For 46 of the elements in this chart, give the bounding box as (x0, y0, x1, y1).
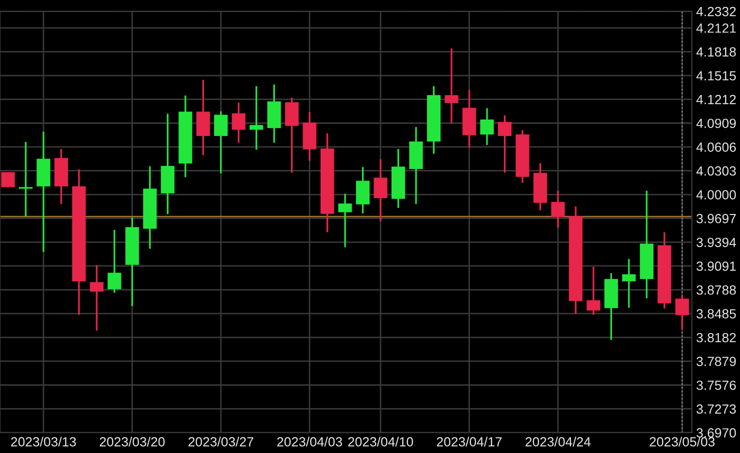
candlestick (586, 266, 600, 316)
candlestick (108, 229, 122, 294)
candlestick (232, 102, 246, 144)
y-tick-label: 3.7273 (696, 404, 736, 414)
y-tick-label: 3.9091 (696, 262, 736, 271)
y-tick-label: 4.1515 (696, 71, 736, 80)
x-tick-label: 2023/03/13 (11, 436, 76, 446)
candlestick (250, 85, 264, 151)
y-tick-label: 4.0000 (696, 190, 736, 200)
y-tick-label: 3.9394 (696, 238, 736, 248)
x-tick-label: 2023/04/24 (526, 436, 591, 446)
y-tick-label: 3.6970 (696, 428, 736, 438)
candlestick (90, 264, 104, 332)
candlestick (214, 110, 228, 174)
candlestick (480, 107, 494, 146)
x-tick-label: 2023/04/03 (277, 436, 342, 446)
candlestick (374, 158, 388, 222)
candlestick (622, 258, 636, 309)
x-tick-label: 2023/03/20 (100, 436, 165, 446)
candlestick (285, 97, 299, 174)
y-tick-label: 3.7576 (696, 380, 736, 390)
candlestick (196, 79, 210, 156)
y-tick-label: 3.8788 (696, 285, 736, 295)
y-tick-label: 4.1212 (696, 94, 736, 104)
candlestick (444, 48, 458, 124)
x-tick-label: 2023/05/03 (650, 436, 715, 446)
y-tick-label: 4.0303 (696, 166, 736, 176)
x-tick-label: 2023/03/27 (188, 436, 254, 446)
y-tick-label: 4.0606 (696, 142, 736, 152)
candlestick (498, 114, 512, 174)
x-tick-label: 2023/04/17 (436, 436, 502, 446)
candlestick (356, 166, 370, 214)
candlestick (18, 141, 33, 218)
candlestick (675, 294, 689, 331)
y-tick-label: 3.8182 (696, 332, 736, 342)
y-tick-label: 4.2332 (696, 6, 736, 16)
y-tick-label: 4.2121 (696, 23, 736, 33)
y-tick-label: 3.7879 (696, 356, 736, 366)
candlestick (551, 190, 565, 228)
y-tick-label: 3.9697 (696, 214, 736, 224)
x-tick-label: 2023/04/10 (348, 436, 414, 446)
candlestick (338, 192, 352, 248)
candlestick (1, 172, 15, 188)
y-tick-label: 4.1818 (696, 47, 736, 57)
y-tick-label: 4.0909 (696, 118, 736, 128)
y-tick-label: 3.8485 (696, 309, 736, 318)
